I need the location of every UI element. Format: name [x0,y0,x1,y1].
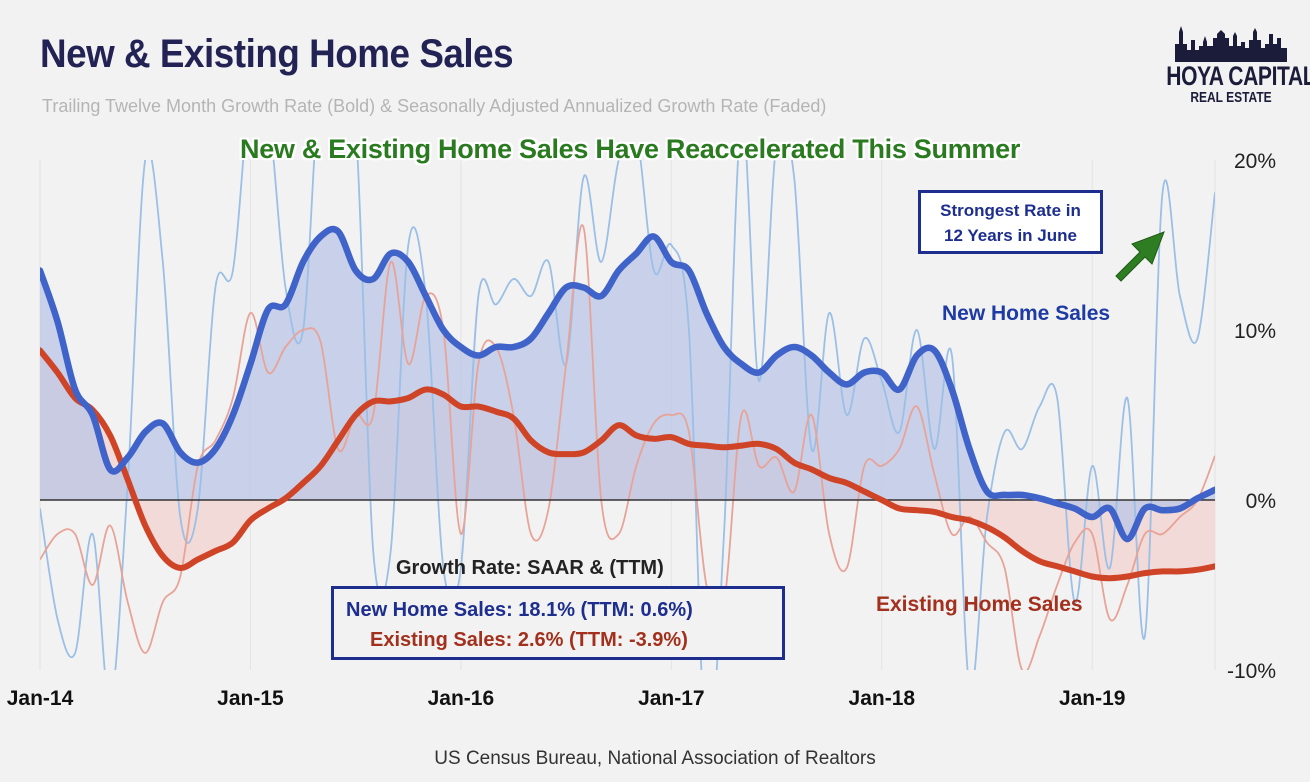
new-sales-area [40,229,1215,540]
new-home-sales-saar-line [40,160,1215,670]
new-home-sales-label: New Home Sales [942,302,1111,325]
logo-sub-text: REAL ESTATE [1190,89,1272,106]
callout-line-2: 12 Years in June [944,226,1077,245]
new-home-sales-ttm-line [40,225,1215,543]
legend-existing-sales: Existing Sales: 2.6% (TTM: -3.9%) [370,629,688,651]
callout-arrow-layer [1115,231,1165,282]
logo-main-text: HOYA CAPITAL [1166,61,1310,91]
y-tick-label: 0% [1246,490,1276,513]
y-tick-label: -10% [1227,660,1276,683]
brand-logo: HOYA CAPITAL REAL ESTATE [1166,22,1310,124]
green-arrow-icon [1115,231,1165,282]
axis-labels-layer: Jan-14 Jan-15 Jan-16 Jan-17 Jan-18 Jan-19 20% 1… [7,150,1276,710]
x-tick-label: Jan-15 [217,687,284,710]
bold-series-layer [40,225,1215,582]
legend-box: New Home Sales: 18.1% (TTM: 0.6%) Existi… [331,586,785,660]
x-tick-label: Jan-14 [7,687,74,710]
legend-new-home-sales: New Home Sales: 18.1% (TTM: 0.6%) [346,599,693,621]
x-tick-label: Jan-17 [638,687,705,710]
existing-home-sales-label: Existing Home Sales [876,593,1083,616]
chart-headline: New & Existing Home Sales Have Reacceler… [240,134,1021,164]
y-tick-label: 20% [1234,150,1276,173]
chart-title: New & Existing Home Sales [40,32,514,76]
x-tick-label: Jan-16 [428,687,495,710]
y-tick-label: 10% [1234,320,1276,343]
skyline-icon [1175,26,1287,62]
record-rate-callout: Strongest Rate in 12 Years in June [918,190,1103,254]
x-tick-label: Jan-18 [849,687,916,710]
fill-layer [40,229,1215,579]
existing-sales-ttm-line [40,347,1215,582]
legend-heading: Growth Rate: SAAR & (TTM) [396,557,664,579]
source-note: US Census Bureau, National Association o… [434,748,876,769]
x-tick-label: Jan-19 [1059,687,1126,710]
chart-subtitle: Trailing Twelve Month Growth Rate (Bold)… [42,96,827,116]
callout-line-1: Strongest Rate in [940,201,1081,220]
